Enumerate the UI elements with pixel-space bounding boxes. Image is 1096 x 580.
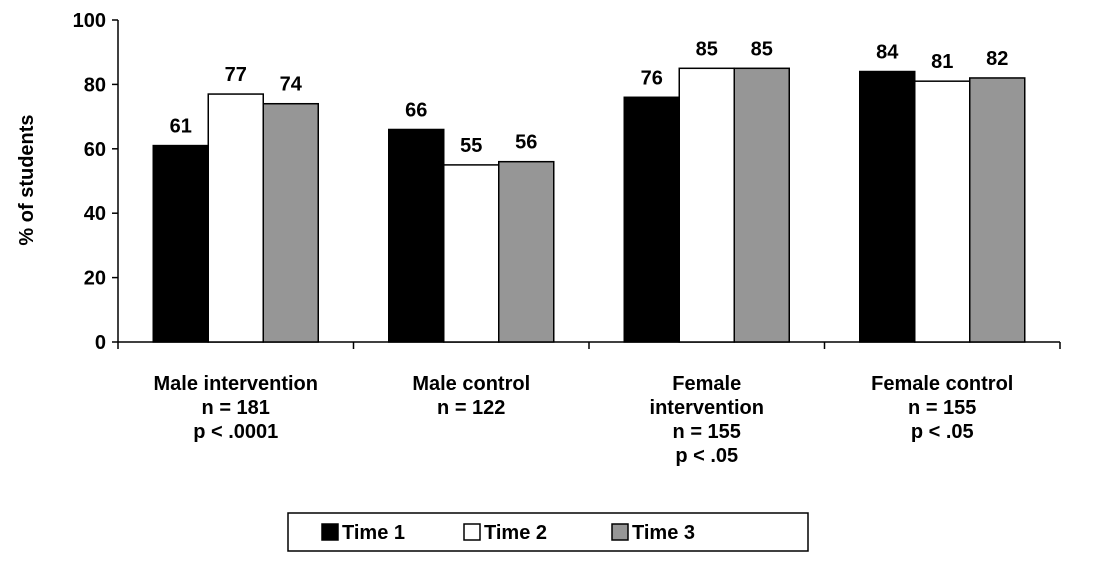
legend-box — [287, 512, 809, 552]
y-axis-label: % of students — [16, 114, 38, 245]
bar — [678, 67, 735, 343]
y-tick-label: 40 — [84, 203, 106, 225]
x-category-label-line: Female control — [871, 373, 1013, 395]
legend-swatch — [463, 523, 481, 541]
bar-value-label: 84 — [876, 42, 899, 64]
x-category-label-line: intervention — [650, 397, 764, 419]
bar — [443, 164, 500, 343]
x-category-label: Male control n = 122 — [412, 373, 530, 419]
bar-value-label: 77 — [225, 64, 247, 86]
bar — [623, 96, 680, 343]
bar-value-label: 55 — [460, 135, 482, 157]
bar — [207, 93, 264, 343]
x-category-label-line: n = 181 — [202, 397, 270, 419]
y-tick-label: 60 — [84, 139, 106, 161]
bar — [859, 70, 916, 343]
bar — [152, 144, 209, 343]
y-tick-label: 100 — [73, 10, 106, 32]
x-category-label-line: Female — [672, 373, 741, 395]
legend-swatch — [321, 523, 339, 541]
x-category-label-line: n = 122 — [437, 397, 505, 419]
x-category-label-line: p < .05 — [911, 421, 974, 443]
bar-value-label: 66 — [405, 99, 427, 121]
bar-value-label: 76 — [641, 67, 663, 89]
x-category-label-line: p < .05 — [675, 445, 738, 467]
bar-value-label: 61 — [170, 116, 192, 138]
bar — [262, 102, 319, 343]
bar-value-label: 56 — [515, 132, 537, 154]
legend-swatch — [611, 523, 629, 541]
bar — [914, 80, 971, 343]
bar — [733, 67, 790, 343]
bar — [498, 160, 555, 343]
x-category-label-line: n = 155 — [673, 421, 741, 443]
x-category-label-line: Male control — [412, 373, 530, 395]
bar-value-label: 85 — [696, 38, 718, 60]
bar-value-label: 74 — [280, 74, 303, 96]
x-category-label-line: n = 155 — [908, 397, 976, 419]
bar — [388, 128, 445, 343]
bar-value-label: 81 — [931, 51, 953, 73]
y-tick-label: 0 — [95, 332, 106, 354]
y-tick-label: 20 — [84, 268, 106, 290]
legend-label: Time 2 — [484, 522, 547, 544]
x-category-label-line: Male intervention — [154, 373, 318, 395]
bar-value-label: 82 — [986, 48, 1008, 70]
x-category-label: Female control n = 155 p < .05 — [871, 373, 1013, 443]
bar — [969, 77, 1026, 343]
y-tick-label: 80 — [84, 74, 106, 96]
x-category-label: Male intervention n = 181 p < .0001 — [154, 373, 318, 443]
x-category-label: Female intervention n = 155 p < .05 — [650, 373, 764, 467]
legend-label: Time 1 — [342, 522, 405, 544]
legend-label: Time 3 — [632, 522, 695, 544]
x-category-label-line: p < .0001 — [193, 421, 278, 443]
bar-value-label: 85 — [751, 38, 773, 60]
